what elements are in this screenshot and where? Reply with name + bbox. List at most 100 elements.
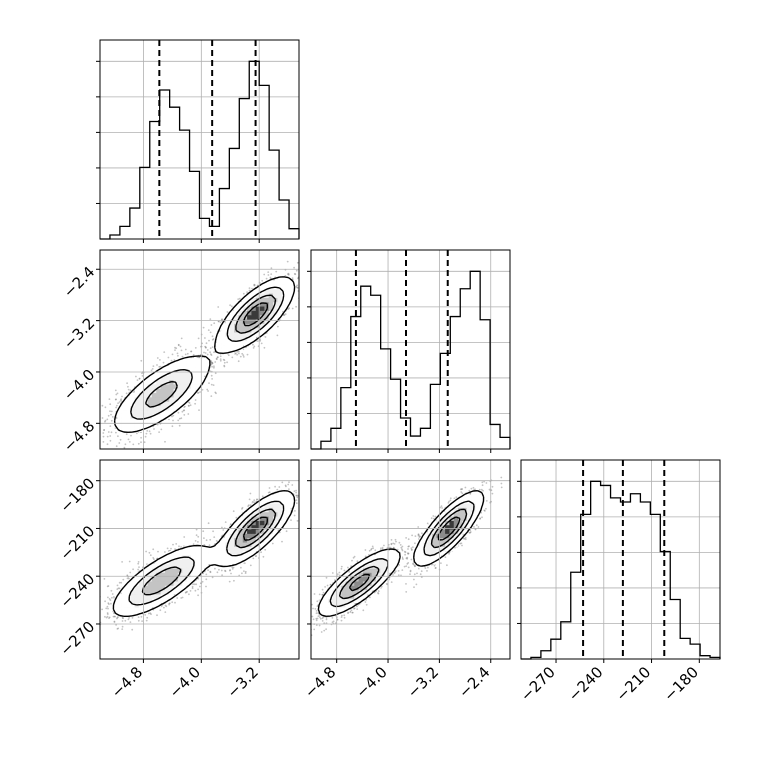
sample-point [256,340,259,342]
sample-point [127,438,130,441]
density-cell [255,310,261,316]
density-cell [216,336,222,342]
density-cell [199,366,205,372]
sample-point [178,417,181,420]
density-cell [182,362,187,368]
sample-point [223,361,226,364]
density-cell [177,384,183,389]
sample-point [248,289,251,292]
histogram-step [100,60,300,240]
density-cell [164,375,170,381]
density-cell [247,310,252,316]
sample-point [226,311,229,313]
density-cell [255,306,261,311]
density-cell [156,397,161,402]
sample-point [131,628,134,631]
sample-point [194,347,197,349]
sample-point [190,350,192,353]
density-cell [147,375,153,381]
sample-point [210,361,213,364]
sample-point [219,359,222,362]
density-cell [186,392,192,398]
sample-point [104,420,106,423]
density-cell [169,405,174,411]
density-cell [195,379,200,385]
sample-point [133,391,135,393]
density-cell [229,332,235,337]
density-cell [177,392,183,398]
sample-point [231,356,234,359]
sample-point [110,410,113,413]
density-cell [125,405,131,411]
sample-point [203,351,205,354]
density-cell [169,384,174,389]
density-cell [177,375,183,381]
sample-point [253,283,256,286]
density-cell [164,410,170,415]
density-cell [173,371,179,376]
axes-frame [310,249,511,450]
density-cell [125,397,131,402]
density-cell [286,280,291,285]
density-cell [177,397,183,402]
density-cell [229,336,235,342]
sample-point [177,344,180,347]
sample-point [116,628,119,630]
density-cell [281,301,287,307]
density-cell [242,332,248,337]
density-cell [264,280,270,285]
density-cell [147,397,153,402]
sample-point [102,432,105,434]
density-cell [117,410,122,415]
density-cell [173,366,179,372]
sample-point [270,267,273,270]
sample-point [149,432,152,435]
density-cell [147,379,153,385]
sample-point [234,353,236,355]
density-cell [121,427,127,432]
density-cell [260,301,265,307]
sample-point [194,399,197,401]
density-cell [130,423,135,428]
density-cell [147,388,153,394]
density-cell [281,280,287,285]
density-cell [286,293,291,298]
density-cell [134,414,140,420]
sample-point [263,346,266,349]
density-cell [195,358,200,363]
density-cell [147,384,153,389]
density-cell [247,340,252,346]
histogram-step [311,270,511,450]
density-cell [151,418,157,424]
sample-point [192,354,195,356]
density-cell [138,423,144,428]
density-cell [125,401,131,407]
sample-point [234,352,237,355]
sample-point [189,404,192,407]
density-cell [143,418,148,424]
sample-point [148,551,151,554]
density-cell [221,332,226,337]
sample-point [260,342,263,345]
sample-point [282,314,285,316]
sample-point [183,409,186,412]
density-cell [286,288,291,294]
sample-point [238,297,241,300]
density-cell [273,306,278,311]
sample-point [229,569,231,572]
sample-point [231,568,234,570]
density-cell [169,366,174,372]
sample-point [296,287,299,289]
sample-point [116,617,118,620]
sample-point [171,353,174,356]
density-cell [273,293,278,298]
sample-point [90,452,92,454]
sample-point [115,393,118,396]
sample-point [80,458,82,460]
sample-point [217,306,220,308]
sample-point [283,314,286,317]
density-cell [151,384,157,389]
density-cell [221,349,226,355]
density-cell [229,345,235,350]
density-cell [268,319,274,324]
